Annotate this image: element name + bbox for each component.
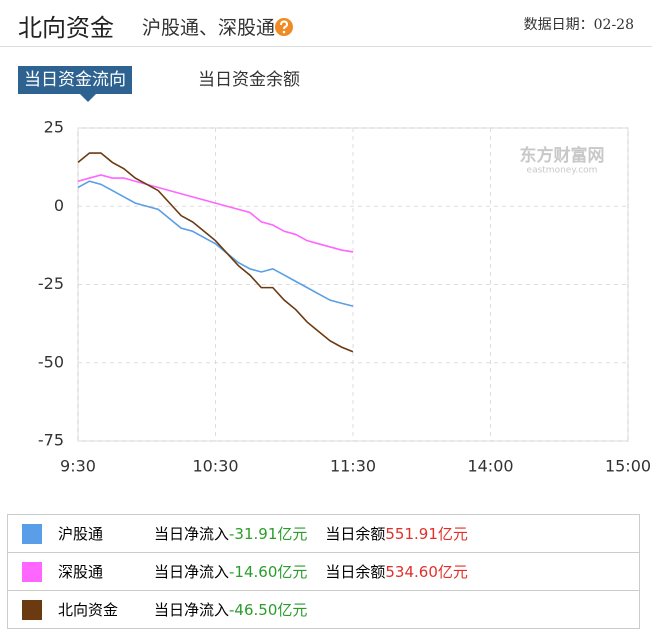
net-label: 当日净流入 bbox=[154, 563, 230, 581]
series-line bbox=[77, 152, 354, 353]
series-line bbox=[77, 180, 354, 307]
x-tick-label: 14:00 bbox=[467, 457, 513, 476]
balance-value: 551.91亿元 bbox=[385, 525, 468, 543]
balance-label: 当日余额 bbox=[325, 563, 386, 581]
help-icon[interactable] bbox=[275, 18, 294, 36]
x-tick-label: 15:00 bbox=[605, 457, 651, 476]
legend-row: 北向资金 当日净流入-46.50亿元 bbox=[7, 590, 640, 629]
net-label: 当日净流入 bbox=[154, 525, 230, 543]
watermark-sub: eastmoney.com bbox=[527, 166, 598, 176]
net-value: -31.91亿元 bbox=[229, 525, 308, 543]
y-tick-label: 25 bbox=[44, 118, 64, 137]
x-tick-label: 11:30 bbox=[330, 457, 376, 476]
legend-swatch-cell bbox=[7, 552, 58, 591]
balance-value: 534.60亿元 bbox=[385, 563, 468, 581]
x-tick-label: 9:30 bbox=[60, 457, 96, 476]
y-tick-label: -50 bbox=[38, 352, 64, 371]
net-value: -46.50亿元 bbox=[229, 601, 308, 619]
series-line bbox=[77, 174, 354, 253]
subtitle: 沪股通、深股通 bbox=[142, 13, 294, 40]
net-value: -14.60亿元 bbox=[229, 563, 308, 581]
y-tick-label: -75 bbox=[38, 431, 64, 450]
legend-swatch bbox=[22, 561, 42, 582]
watermark: 东方财富网 bbox=[520, 145, 605, 166]
chart: 东方财富网 eastmoney.com 25 0 -25 -50 -75 9:30 10:3… bbox=[38, 118, 651, 476]
y-tick-label: -25 bbox=[38, 274, 64, 293]
x-tick-label: 10:30 bbox=[192, 457, 238, 476]
legend-values: 当日净流入-31.91亿元 当日余额551.91亿元 bbox=[154, 514, 640, 553]
tab-active[interactable]: 当日资金流向 bbox=[18, 66, 132, 94]
y-tick-label: 0 bbox=[54, 196, 64, 215]
legend-swatch bbox=[22, 599, 42, 620]
legend-name: 北向资金 bbox=[58, 590, 154, 629]
legend-swatch bbox=[22, 523, 42, 544]
tab[interactable]: 当日资金余额 bbox=[198, 70, 300, 90]
legend-name: 深股通 bbox=[58, 552, 154, 591]
net-label: 当日净流入 bbox=[154, 601, 230, 619]
legend-values: 当日净流入-14.60亿元 当日余额534.60亿元 bbox=[154, 552, 640, 591]
date: 数据日期：02-28 bbox=[523, 17, 634, 33]
divider bbox=[0, 46, 652, 47]
balance-label: 当日余额 bbox=[325, 525, 386, 543]
legend-swatch-cell bbox=[7, 514, 58, 553]
legend-row: 深股通 当日净流入-14.60亿元 当日余额534.60亿元 bbox=[7, 552, 640, 591]
legend-values: 当日净流入-46.50亿元 bbox=[154, 590, 640, 629]
title: 北向资金 bbox=[18, 14, 114, 42]
legend-row: 沪股通 当日净流入-31.91亿元 当日余额551.91亿元 bbox=[7, 514, 640, 553]
tab-pointer bbox=[80, 94, 96, 102]
legend-table: 沪股通 当日净流入-31.91亿元 当日余额551.91亿元 深股通 当日净流入-14.… bbox=[7, 514, 640, 629]
legend-swatch-cell bbox=[7, 590, 58, 629]
subtitle-text: 沪股通、深股通 bbox=[142, 17, 276, 39]
legend-name: 沪股通 bbox=[58, 514, 154, 553]
